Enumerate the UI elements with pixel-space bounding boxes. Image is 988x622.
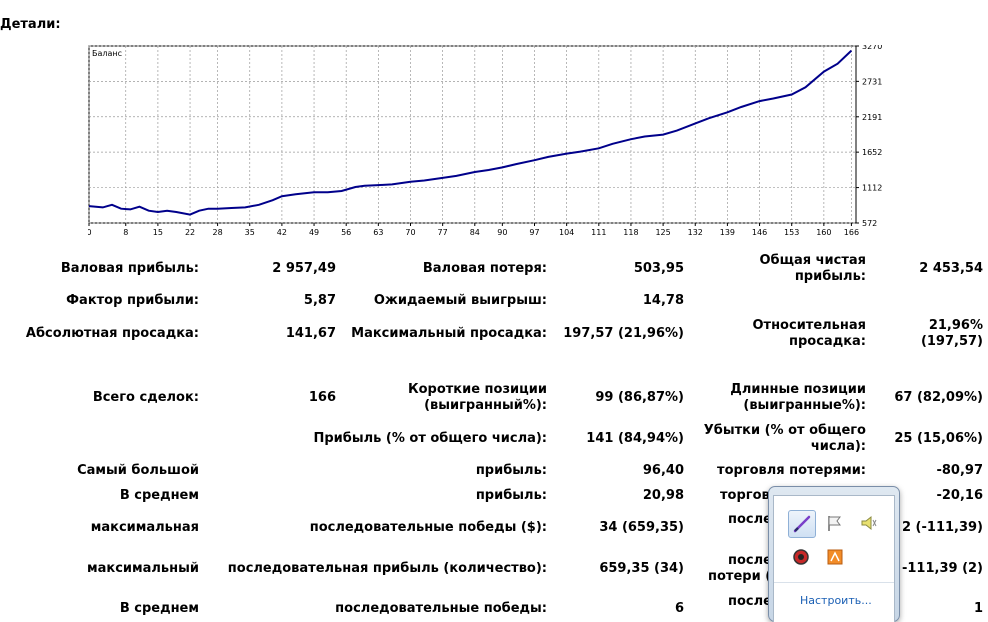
- avg-consecutive-losses-label: после: [728, 594, 772, 609]
- x-tick-label: 77: [438, 228, 448, 237]
- gross-profit-label: Валовая прибыль:: [60, 261, 199, 276]
- average-loss-label: торгов: [720, 488, 770, 503]
- max-consecutive-losses-label: после: [728, 512, 772, 527]
- maximum-label: максимальная: [90, 520, 199, 535]
- x-tick-label: 42: [277, 228, 287, 237]
- largest-profit-label: прибыль:: [475, 463, 547, 478]
- x-tick-label: 146: [752, 228, 767, 237]
- y-tick-label: 1112: [862, 184, 882, 193]
- profit-factor-label: Фактор прибыли:: [66, 293, 199, 308]
- x-tick-label: 0: [88, 228, 92, 237]
- tray-icons-panel: Настроить...: [773, 495, 895, 622]
- x-tick-label: 8: [123, 228, 128, 237]
- speaker-icon[interactable]: [856, 510, 882, 536]
- largest-loss-value: -80,97: [936, 463, 983, 478]
- x-tick-label: 15: [153, 228, 163, 237]
- gross-loss-label: Валовая потеря:: [422, 261, 547, 276]
- flag-icon[interactable]: [822, 510, 848, 536]
- net-profit-label: Общая чистая прибыль:: [759, 253, 866, 284]
- expected-payoff-label: Ожидаемый выигрыш:: [373, 293, 547, 308]
- x-tick-label: 104: [559, 228, 574, 237]
- total-trades-label: Всего сделок:: [92, 390, 199, 405]
- x-tick-label: 35: [245, 228, 255, 237]
- x-tick-label: 97: [529, 228, 539, 237]
- max-drawdown-value: 197,57 (21,96%): [563, 326, 684, 341]
- plot-area: [88, 45, 857, 224]
- max-consecutive-loss-value: -111,39 (2): [901, 561, 983, 576]
- y-tick-label: 572: [862, 219, 877, 228]
- largest-label: Самый большой: [77, 463, 199, 478]
- relative-drawdown-label: Относительная просадка:: [752, 318, 866, 349]
- x-tick-label: 153: [784, 228, 799, 237]
- max-consecutive-wins-label: последовательные победы ($):: [309, 520, 547, 535]
- chart-title: Баланс: [92, 49, 122, 58]
- x-tick-label: 132: [688, 228, 703, 237]
- x-tick-label: 84: [470, 228, 480, 237]
- avg-consecutive-wins-value: 6: [674, 601, 684, 616]
- average-label: В среднем: [119, 488, 199, 503]
- total-trades-value: 166: [308, 390, 336, 405]
- long-positions-value: 67 (82,09%): [894, 390, 983, 405]
- x-tick-label: 118: [623, 228, 638, 237]
- avg-consecutive-wins-label: последовательные победы:: [335, 601, 547, 616]
- x-tick-label: 56: [341, 228, 351, 237]
- profit-factor-value: 5,87: [303, 293, 336, 308]
- x-tick-label: 22: [185, 228, 195, 237]
- max-consecutive-profit-value: 659,35 (34): [599, 561, 684, 576]
- y-tick-label: 1652: [862, 148, 882, 157]
- loss-trades-label: Убытки (% от общего числа):: [703, 423, 866, 454]
- net-profit-value: 2 453,54: [919, 261, 983, 276]
- x-tick-label: 139: [720, 228, 735, 237]
- y-tick-label: 2731: [862, 77, 882, 86]
- absolute-drawdown-label: Абсолютная просадка:: [25, 326, 199, 341]
- expected-payoff-value: 14,78: [642, 293, 684, 308]
- profit-trades-label: Прибыль (% от общего числа):: [313, 431, 548, 446]
- x-tick-label: 49: [309, 228, 319, 237]
- antivirus-icon[interactable]: [788, 544, 814, 570]
- x-tick-label: 70: [405, 228, 415, 237]
- balance-chart: 3270 2731 2191 1652 1112 572 0 8 15 22 28 35 42 49 56 6…: [88, 45, 882, 237]
- short-positions-label: Короткие позиции (выигранный%):: [407, 382, 547, 413]
- x-tick-label: 90: [497, 228, 507, 237]
- details-heading: Детали:: [0, 17, 61, 32]
- tray-separator: [774, 582, 894, 583]
- long-positions-label: Длинные позиции (выигранные%):: [730, 382, 866, 413]
- gross-profit-value: 2 957,49: [272, 261, 336, 276]
- x-tick-label: 28: [213, 228, 223, 237]
- x-tick-label: 111: [591, 228, 606, 237]
- maximal-label: максимальный: [86, 561, 199, 576]
- y-tick-label: 2191: [862, 113, 882, 122]
- largest-profit-value: 96,40: [642, 463, 684, 478]
- max-drawdown-label: Максимальный просадка:: [351, 326, 547, 341]
- average2-label: В среднем: [119, 601, 199, 616]
- y-tick-label: 3270: [862, 45, 882, 51]
- tray-overflow-popup: Настроить...: [768, 486, 900, 622]
- short-positions-value: 99 (86,87%): [595, 390, 684, 405]
- pen-icon[interactable]: [788, 510, 816, 538]
- max-consecutive-loss-label-line2: потери (: [708, 569, 772, 584]
- max-consecutive-profit-label: последовательная прибыль (количество):: [227, 561, 547, 576]
- x-tick-label: 63: [373, 228, 383, 237]
- absolute-drawdown-value: 141,67: [285, 326, 336, 341]
- average-profit-label: прибыль:: [475, 488, 547, 503]
- average-loss-value: -20,16: [936, 488, 983, 503]
- profit-trades-value: 141 (84,94%): [586, 431, 684, 446]
- relative-drawdown-value: 21,96% (197,57): [920, 318, 983, 349]
- app-icon[interactable]: [822, 544, 848, 570]
- gross-loss-value: 503,95: [633, 261, 684, 276]
- largest-loss-label: торговля потерями:: [717, 463, 866, 478]
- average-profit-value: 20,98: [642, 488, 684, 503]
- x-tick-label: 125: [655, 228, 670, 237]
- customize-link[interactable]: Настроить...: [800, 594, 872, 607]
- x-tick-label: 160: [816, 228, 831, 237]
- max-consecutive-wins-value: 34 (659,35): [599, 520, 684, 535]
- balance-line: [88, 49, 853, 216]
- x-tick-label: 166: [844, 228, 859, 237]
- max-consecutive-loss-label-line1: после: [728, 553, 772, 568]
- max-consecutive-losses-value: 2 (-111,39): [901, 520, 983, 535]
- loss-trades-value: 25 (15,06%): [894, 431, 983, 446]
- avg-consecutive-losses-value: 1: [973, 601, 983, 616]
